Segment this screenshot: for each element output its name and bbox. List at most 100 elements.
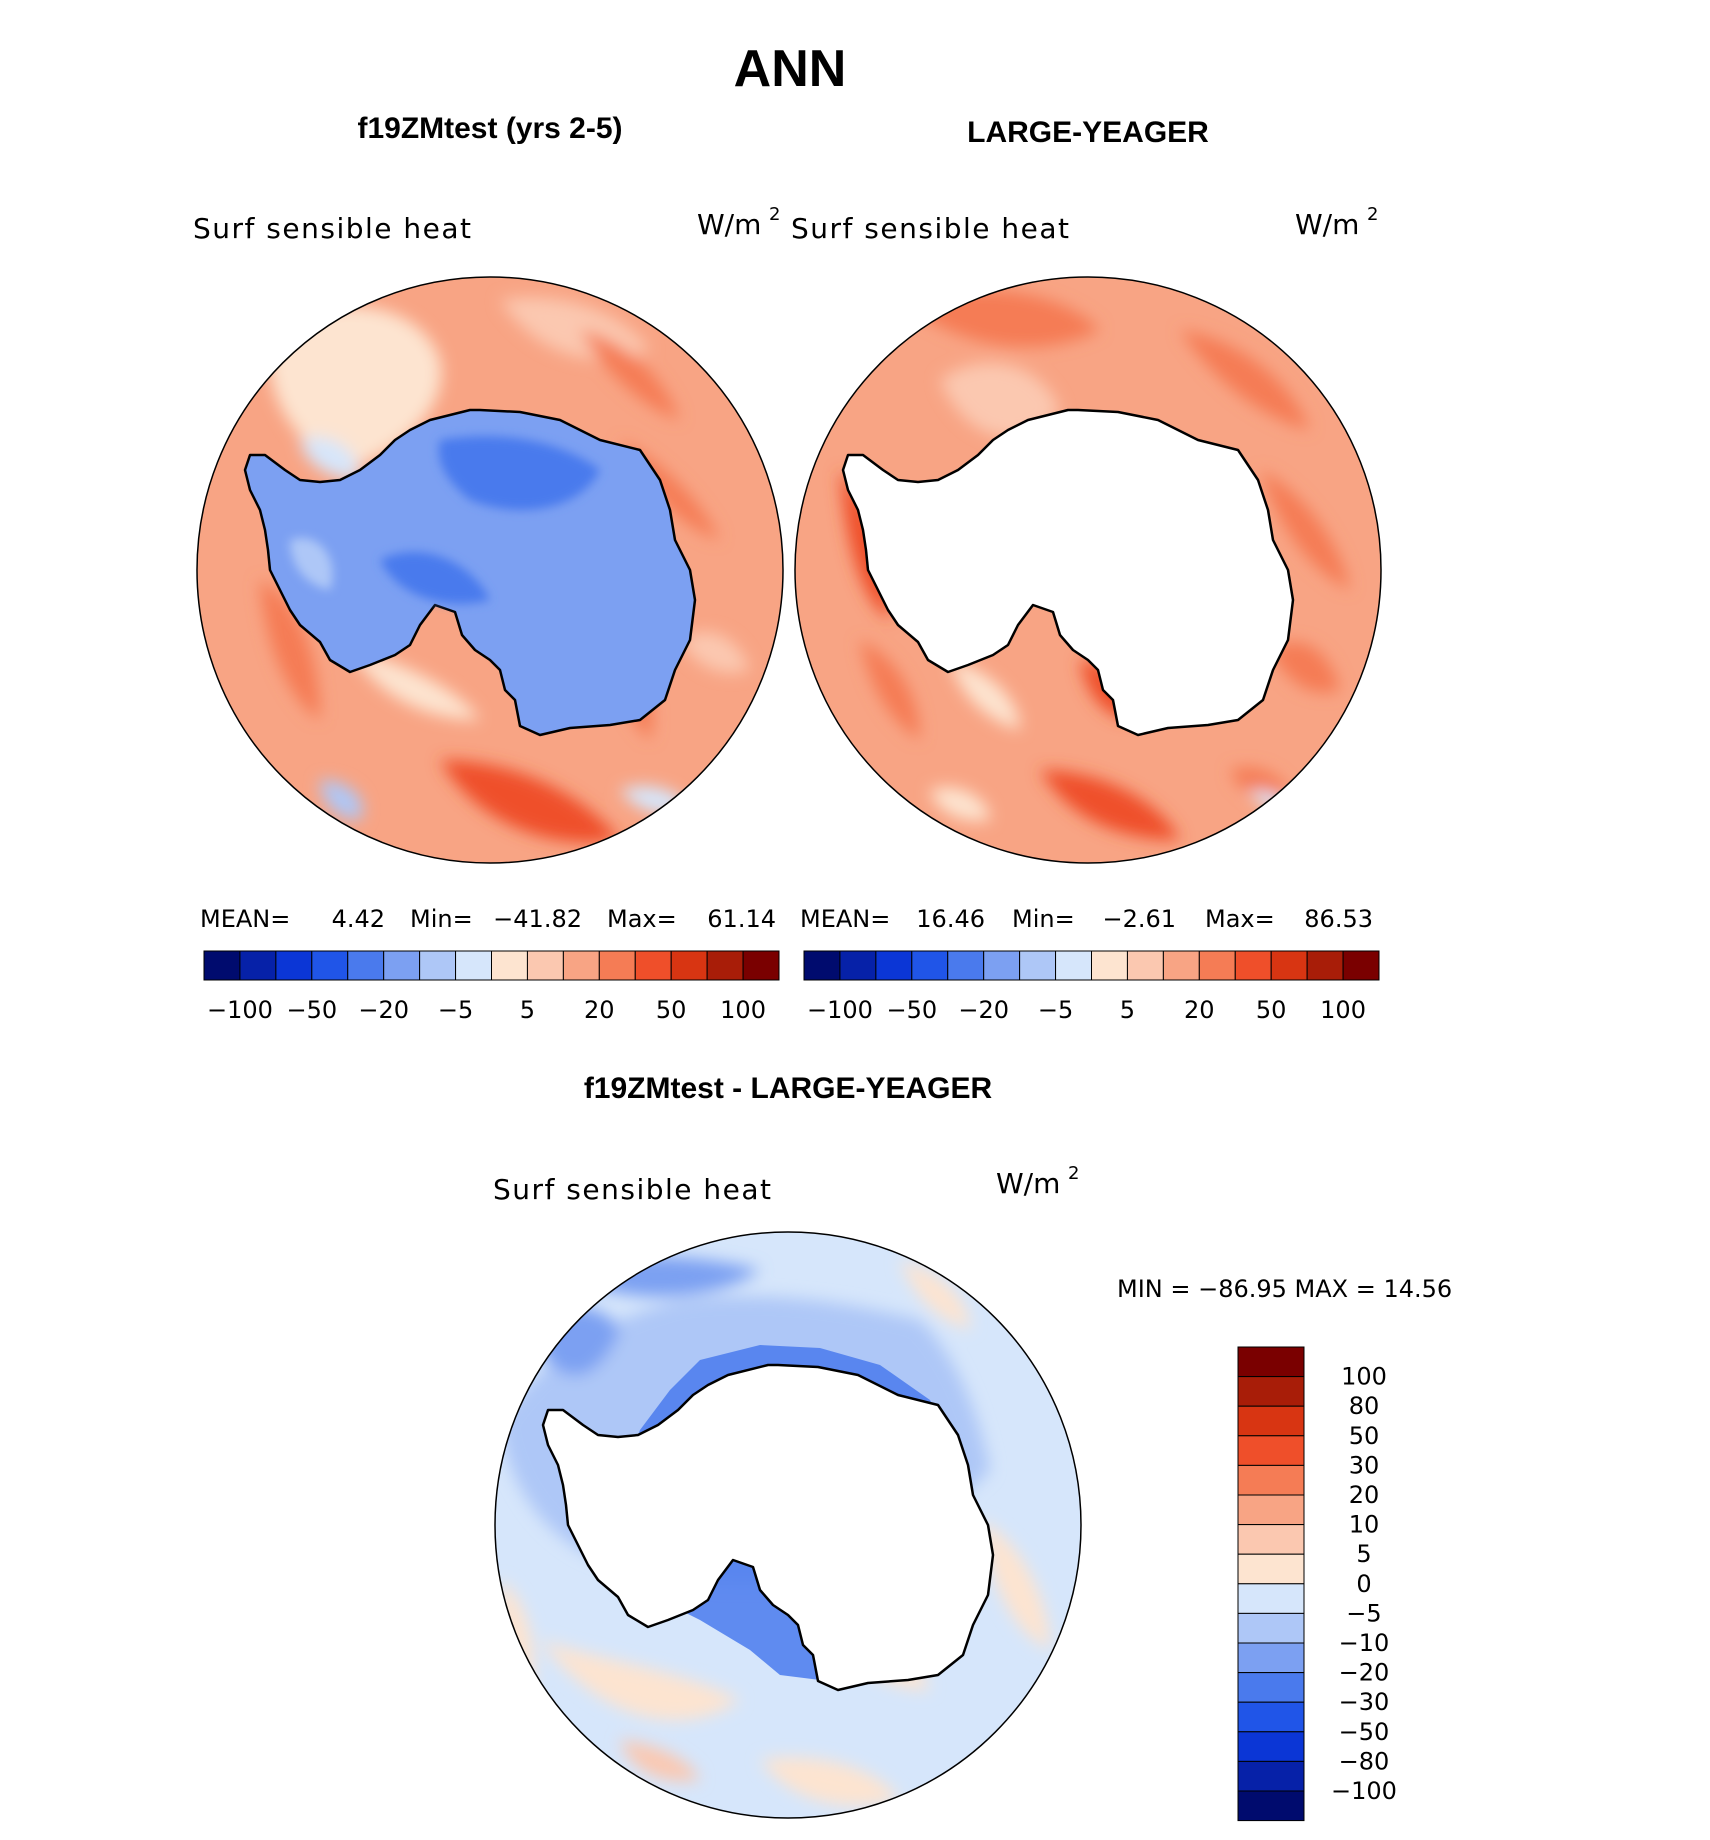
obs-colorbar-swatch <box>1306 950 1344 981</box>
obs-colorbar-swatch <box>1162 950 1200 981</box>
difference-colorbar-swatch <box>1237 1731 1305 1762</box>
difference-colorbar-tick-label: −100 <box>1331 1777 1397 1805</box>
obs-colorbar-swatch <box>983 950 1021 981</box>
obs-colorbar-tick-label: 20 <box>1184 996 1215 1024</box>
obs-colorbar-swatch <box>875 950 913 981</box>
difference-colorbar-tick-label: 20 <box>1349 1481 1380 1509</box>
model-colorbar-swatch <box>383 950 421 981</box>
panel-obs-mean-label: MEAN= <box>800 905 890 933</box>
map-obs-border <box>794 276 1382 864</box>
panel-model-mean-label: MEAN= <box>200 905 290 933</box>
obs-colorbar-swatch <box>1234 950 1272 981</box>
obs-colorbar-swatch <box>803 950 841 981</box>
difference-colorbar-tick-label: 100 <box>1341 1363 1387 1391</box>
difference-units: W/m 2 <box>996 1163 1079 1200</box>
difference-variable: Surf sensible heat <box>493 1173 773 1206</box>
model-colorbar-swatch <box>275 950 313 981</box>
panel-model-units-exp: 2 <box>769 204 780 225</box>
model-colorbar-swatch <box>491 950 528 981</box>
model-colorbar-swatch <box>598 950 636 981</box>
model-colorbar-swatch <box>526 950 564 981</box>
obs-colorbar-swatch <box>839 950 877 981</box>
difference-units-base: W/m <box>996 1167 1060 1200</box>
model-colorbar-swatch <box>706 950 744 981</box>
difference-colorbar-swatch <box>1237 1553 1305 1585</box>
difference-colorbar-swatch <box>1237 1494 1305 1526</box>
model-colorbar-tick-label: 5 <box>520 996 535 1024</box>
difference-colorbar-swatch <box>1237 1376 1305 1407</box>
obs-colorbar-tick-label: −100 <box>807 996 873 1024</box>
difference-colorbar-tick-label: −80 <box>1339 1747 1390 1775</box>
difference-colorbar-tick-label: 5 <box>1356 1540 1371 1568</box>
panel-obs-max-label: Max= <box>1205 905 1275 933</box>
main-title: ANN <box>734 40 847 98</box>
panel-obs-stats: MEAN= 16.46 Min= −2.61 Max= 86.53 <box>800 905 1373 933</box>
panel-obs-mean-value: 16.46 <box>916 905 985 933</box>
panel-model-variable: Surf sensible heat <box>193 212 473 245</box>
model-colorbar-tick-label: −100 <box>207 996 273 1024</box>
map-model <box>197 277 783 863</box>
difference-colorbar-tick-label: 30 <box>1349 1451 1380 1479</box>
difference-colorbar-tick-label: −5 <box>1346 1599 1381 1627</box>
model-colorbar-swatch <box>239 950 277 981</box>
map-difference-border <box>494 1231 1082 1819</box>
panel-obs: LARGE-YEAGER Surf sensible heat W/m 2 <box>791 116 1382 1024</box>
obs-colorbar-swatch <box>1055 950 1092 981</box>
difference-colorbar-swatch <box>1237 1701 1305 1733</box>
obs-colorbar-tick-label: 5 <box>1120 996 1135 1024</box>
model-colorbar-tick-label: −20 <box>358 996 409 1024</box>
difference-colorbar-tick-label: 10 <box>1349 1511 1380 1539</box>
obs-colorbar-swatch <box>1198 950 1236 981</box>
difference-title: f19ZMtest - LARGE-YEAGER <box>584 1072 993 1105</box>
antarctica-obs-land <box>841 408 1295 737</box>
panel-difference: f19ZMtest - LARGE-YEAGER Surf sensible h… <box>493 1072 1452 1822</box>
difference-colorbar-swatch <box>1237 1642 1305 1674</box>
obs-colorbar-swatch <box>947 950 985 981</box>
obs-colorbar-tick-label: −50 <box>886 996 937 1024</box>
model-colorbar-swatch <box>311 950 349 981</box>
obs-colorbar-tick-label: 100 <box>1320 996 1366 1024</box>
difference-colorbar-tick-label: −30 <box>1339 1688 1390 1716</box>
panel-model-min-value: −41.82 <box>493 905 582 933</box>
model-colorbar-tick-label: 50 <box>656 996 687 1024</box>
model-colorbar-swatch <box>419 950 457 981</box>
model-colorbar-swatch <box>670 950 708 981</box>
difference-colorbar-swatch <box>1237 1583 1305 1614</box>
difference-colorbar-swatch <box>1237 1672 1305 1703</box>
panel-obs-units: W/m 2 <box>1295 204 1378 241</box>
panel-model-units: W/m 2 <box>697 204 780 241</box>
panel-obs-title: LARGE-YEAGER <box>967 116 1209 149</box>
difference-colorbar-tick-label: 50 <box>1349 1422 1380 1450</box>
model-colorbar-swatch <box>562 950 600 981</box>
obs-colorbar-swatch <box>1091 950 1128 981</box>
panel-obs-min-label: Min= <box>1012 905 1075 933</box>
model-colorbar-swatch <box>455 950 492 981</box>
panel-model-max-value: 61.14 <box>707 905 776 933</box>
difference-colorbar-tick-label: −50 <box>1339 1718 1390 1746</box>
obs-colorbar-tick-label: −20 <box>958 996 1009 1024</box>
difference-colorbar-swatch <box>1237 1612 1305 1644</box>
obs-colorbar-swatch <box>1270 950 1308 981</box>
model-colorbar-swatch <box>347 950 385 981</box>
model-colorbar-swatch <box>634 950 672 981</box>
difference-minmax: MIN = −86.95 MAX = 14.56 <box>1117 1275 1452 1303</box>
difference-colorbar-tick-label: −10 <box>1339 1629 1390 1657</box>
map-difference <box>495 1232 1081 1818</box>
panel-obs-max-value: 86.53 <box>1304 905 1373 933</box>
difference-units-exp: 2 <box>1068 1163 1079 1184</box>
panel-model: f19ZMtest (yrs 2-5) Surf sensible heat W… <box>193 112 784 1024</box>
panel-model-units-base: W/m <box>697 208 761 241</box>
panel-model-title: f19ZMtest (yrs 2-5) <box>357 112 622 145</box>
difference-colorbar-swatch <box>1237 1790 1305 1822</box>
antarctica-difference-land <box>541 1363 995 1692</box>
difference-colorbar-tick-label: 80 <box>1349 1392 1380 1420</box>
panel-obs-units-exp: 2 <box>1367 204 1378 225</box>
model-colorbar-tick-label: 20 <box>584 996 615 1024</box>
difference-colorbar-tick-label: −20 <box>1339 1659 1390 1687</box>
obs-colorbar-tick-label: 50 <box>1256 996 1287 1024</box>
panel-model-colorbar: −100 −50 −20 −5 5 20 50 100 <box>203 950 780 1024</box>
obs-colorbar-swatch <box>1126 950 1164 981</box>
model-colorbar-tick-label: 100 <box>720 996 766 1024</box>
panel-model-max-label: Max= <box>607 905 677 933</box>
